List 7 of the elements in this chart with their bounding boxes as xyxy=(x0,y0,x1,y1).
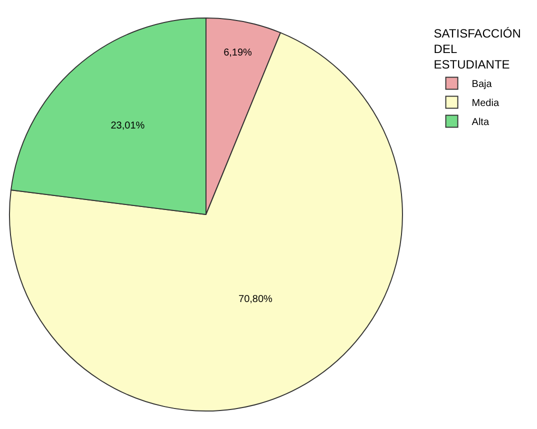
legend-label: Baja xyxy=(472,79,492,90)
legend-title: SATISFACCIÓN DEL ESTUDIANTE xyxy=(434,26,521,72)
data-label: 6,19% xyxy=(224,47,252,58)
data-label: 70,80% xyxy=(238,294,273,305)
legend-label: Media xyxy=(472,98,500,110)
data-label: 23,01% xyxy=(110,120,145,132)
legend-label: Alta xyxy=(472,117,490,128)
